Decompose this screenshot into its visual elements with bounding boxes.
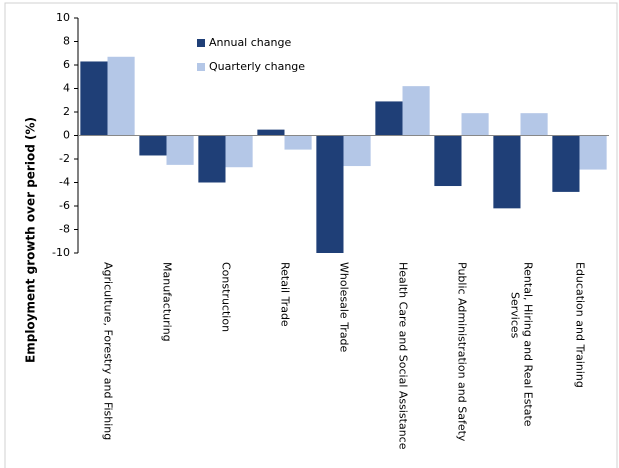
bar	[375, 101, 403, 136]
legend-label: Quarterly change	[209, 60, 305, 73]
bar	[139, 135, 167, 156]
y-tick-label: -8	[59, 223, 70, 236]
legend-swatch	[197, 63, 205, 71]
bar	[284, 135, 312, 150]
bar	[434, 135, 462, 187]
y-tick-label: 2	[63, 105, 70, 118]
bar	[107, 56, 135, 136]
x-tick-label: Health Care and Social Assistance	[397, 262, 410, 450]
x-tick-label: Retail Trade	[279, 262, 292, 327]
bar	[343, 135, 371, 167]
y-tick-label: 4	[63, 82, 70, 95]
bar	[552, 135, 580, 192]
x-tick-label: Construction	[220, 262, 233, 332]
bar	[166, 135, 194, 165]
x-tick-label: Education and Training	[574, 262, 587, 388]
y-tick-label: -2	[59, 152, 70, 165]
bar	[461, 113, 489, 136]
y-tick-label: 6	[63, 58, 70, 71]
x-tick-label: Manufacturing	[161, 262, 174, 342]
x-tick-label: Agriculture, Forestry and Fishing	[102, 262, 115, 440]
bar	[402, 86, 430, 136]
x-tick-label: Wholesale Trade	[338, 262, 351, 353]
legend-label: Annual change	[209, 36, 291, 49]
legend-swatch	[197, 39, 205, 47]
bar	[80, 61, 108, 136]
bar	[493, 135, 521, 209]
bar	[225, 135, 253, 168]
y-axis-title: Employment growth over period (%)	[24, 117, 38, 363]
x-tick-label: Public Administration and Safety	[456, 262, 469, 442]
y-tick-label: 0	[63, 129, 70, 142]
y-tick-label: 10	[56, 11, 70, 24]
y-tick-label: -6	[59, 199, 70, 212]
y-tick-label: -10	[52, 246, 70, 259]
bar	[316, 135, 344, 253]
bar	[579, 135, 607, 170]
bar	[198, 135, 226, 183]
y-tick-label: -4	[59, 176, 70, 189]
x-tick-label: Rental, Hiring and Real EstateServices	[508, 262, 534, 427]
y-tick-label: 8	[63, 35, 70, 48]
frame	[4, 2, 618, 468]
bar	[520, 113, 548, 136]
bar	[257, 129, 285, 136]
